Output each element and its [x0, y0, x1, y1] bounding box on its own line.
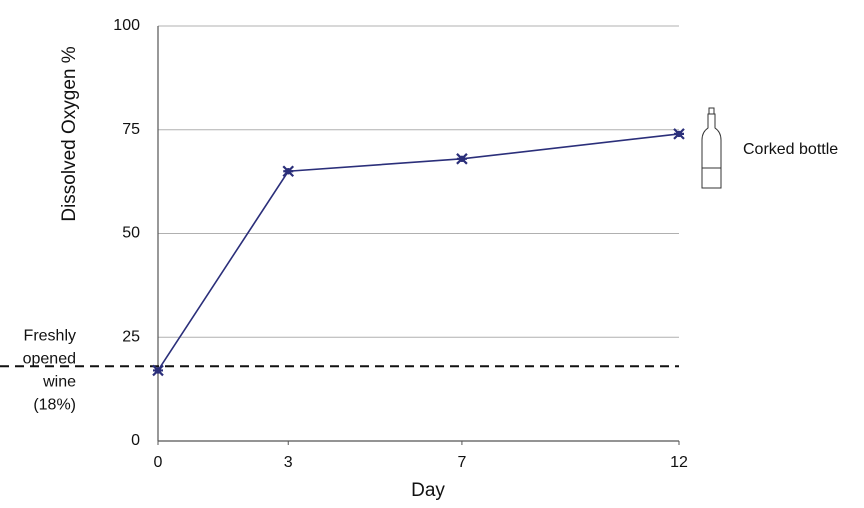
x-tick-label: 0 — [154, 454, 163, 471]
x-axis-label: Day — [411, 480, 445, 501]
y-tick-label: 50 — [122, 225, 140, 242]
point-dot — [154, 367, 162, 374]
x-tick-label: 12 — [670, 454, 688, 471]
x-tick-label: 3 — [284, 454, 293, 471]
bottle-icon — [701, 107, 722, 189]
reference-label: Freshly — [24, 328, 76, 345]
legend-label: Corked bottle — [743, 141, 838, 158]
point-dot — [285, 168, 292, 175]
reference-label: opened — [23, 351, 76, 368]
point-dot — [458, 155, 466, 162]
x-tick-label: 7 — [457, 454, 466, 471]
y-tick-label: 100 — [113, 17, 140, 34]
y-axis-label: Dissolved Oxygen % — [59, 46, 80, 221]
reference-label: (18%) — [33, 397, 76, 414]
y-tick-label: 75 — [122, 121, 140, 138]
y-tick-label: 25 — [122, 328, 140, 345]
y-tick-label: 0 — [131, 432, 140, 449]
point-dot — [675, 130, 683, 138]
series-line — [157, 133, 680, 371]
reference-label: wine — [42, 374, 76, 391]
